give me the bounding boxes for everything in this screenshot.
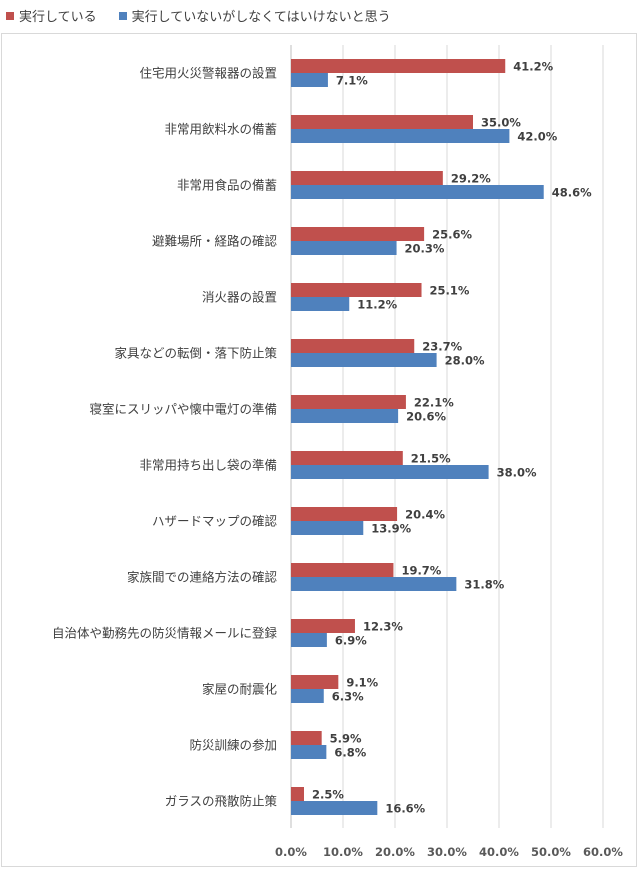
data-label: 38.0% bbox=[497, 466, 537, 480]
data-label: 7.1% bbox=[336, 74, 368, 88]
category-label: 家屋の耐震化 bbox=[202, 682, 278, 697]
data-label: 20.3% bbox=[405, 242, 445, 256]
bar-implemented bbox=[291, 171, 443, 185]
category-label: ハザードマップの確認 bbox=[152, 514, 278, 529]
data-label: 48.6% bbox=[552, 186, 592, 200]
plot-frame bbox=[1, 33, 637, 867]
data-label: 29.2% bbox=[451, 172, 491, 186]
data-label: 6.9% bbox=[335, 634, 367, 648]
category-label: 住宅用火災警報器の設置 bbox=[139, 66, 277, 81]
data-label: 6.3% bbox=[332, 690, 364, 704]
legend-swatch-series-1 bbox=[6, 11, 14, 20]
data-label: 11.2% bbox=[357, 298, 397, 312]
x-tick-label: 0.0% bbox=[275, 845, 307, 859]
legend-label-series-2: 実行していないがしなくてはいけないと思う bbox=[131, 10, 391, 25]
category-label: 寝室にスリッパや懐中電灯の準備 bbox=[89, 402, 277, 417]
data-label: 31.8% bbox=[464, 578, 504, 592]
bar-should-implement bbox=[291, 129, 510, 143]
chart-legend: 実行している 実行していないがしなくてはいけないと思う bbox=[6, 6, 413, 25]
bar-implemented bbox=[291, 227, 425, 241]
data-label: 9.1% bbox=[346, 676, 378, 690]
category-label: 消火器の設置 bbox=[202, 290, 277, 305]
legend-item-series-2: 実行していないがしなくてはいけないと思う bbox=[118, 6, 391, 25]
bar-should-implement bbox=[291, 241, 397, 255]
legend-item-series-1: 実行している bbox=[6, 6, 97, 25]
bar-implemented bbox=[291, 675, 339, 689]
category-label: 家族間での連絡方法の確認 bbox=[127, 570, 278, 585]
data-label: 22.1% bbox=[414, 396, 454, 410]
data-label: 23.7% bbox=[422, 340, 462, 354]
bar-implemented bbox=[291, 339, 415, 353]
data-label: 20.6% bbox=[406, 410, 446, 424]
bar-should-implement bbox=[291, 577, 457, 591]
category-label: ガラスの飛散防止策 bbox=[165, 794, 278, 809]
bar-should-implement bbox=[291, 689, 324, 703]
data-label: 12.3% bbox=[363, 620, 403, 634]
data-label: 35.0% bbox=[481, 116, 521, 130]
bar-implemented bbox=[291, 451, 403, 465]
x-tick-label: 10.0% bbox=[323, 845, 363, 859]
bar-implemented bbox=[291, 395, 406, 409]
category-label: 非常用飲料水の備蓄 bbox=[164, 122, 277, 137]
data-label: 21.5% bbox=[411, 452, 451, 466]
data-label: 2.5% bbox=[312, 788, 344, 802]
data-label: 28.0% bbox=[445, 354, 485, 368]
data-label: 41.2% bbox=[513, 60, 553, 74]
bar-should-implement bbox=[291, 521, 364, 535]
data-label: 25.1% bbox=[430, 284, 470, 298]
data-label: 5.9% bbox=[330, 732, 362, 746]
category-label: 防災訓練の参加 bbox=[189, 738, 277, 753]
bar-implemented bbox=[291, 787, 304, 801]
bar-implemented bbox=[291, 59, 506, 73]
bar-should-implement bbox=[291, 297, 350, 311]
bar-should-implement bbox=[291, 409, 399, 423]
bar-should-implement bbox=[291, 465, 489, 479]
data-label: 20.4% bbox=[405, 508, 445, 522]
x-tick-label: 30.0% bbox=[427, 845, 467, 859]
bar-should-implement bbox=[291, 633, 327, 647]
bar-should-implement bbox=[291, 353, 437, 367]
bar-implemented bbox=[291, 283, 422, 297]
bar-should-implement bbox=[291, 801, 378, 815]
x-tick-label: 50.0% bbox=[531, 845, 571, 859]
data-label: 25.6% bbox=[432, 228, 472, 242]
category-label: 自治体や勤務先の防災情報メールに登録 bbox=[52, 626, 278, 641]
bar-should-implement bbox=[291, 745, 327, 759]
category-label: 避難場所・経路の確認 bbox=[152, 234, 278, 249]
x-tick-label: 40.0% bbox=[479, 845, 519, 859]
data-label: 19.7% bbox=[401, 564, 441, 578]
data-label: 42.0% bbox=[517, 130, 557, 144]
bar-implemented bbox=[291, 563, 394, 577]
bar-implemented bbox=[291, 507, 398, 521]
bar-should-implement bbox=[291, 73, 328, 87]
x-tick-label: 60.0% bbox=[583, 845, 623, 859]
bar-implemented bbox=[291, 731, 322, 745]
category-label: 家具などの転倒・落下防止策 bbox=[114, 346, 277, 361]
x-tick-label: 20.0% bbox=[375, 845, 415, 859]
category-label: 非常用食品の備蓄 bbox=[177, 178, 277, 193]
data-label: 13.9% bbox=[371, 522, 411, 536]
bar-implemented bbox=[291, 115, 473, 129]
data-label: 6.8% bbox=[334, 746, 366, 760]
legend-label-series-1: 実行している bbox=[19, 10, 97, 25]
bar-should-implement bbox=[291, 185, 544, 199]
legend-swatch-series-2 bbox=[118, 11, 127, 20]
data-label: 16.6% bbox=[385, 802, 425, 816]
category-label: 非常用持ち出し袋の準備 bbox=[139, 458, 277, 473]
bar-implemented bbox=[291, 619, 355, 633]
